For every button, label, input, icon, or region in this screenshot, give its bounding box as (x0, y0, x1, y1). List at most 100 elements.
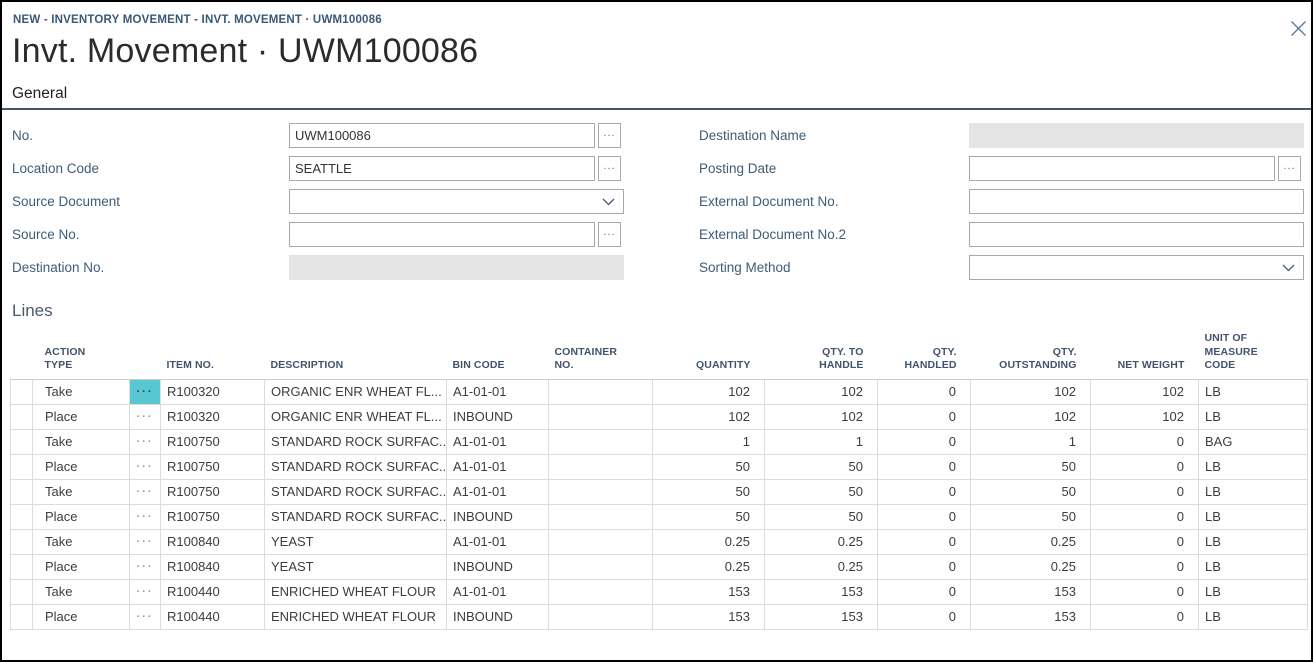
desc-cell[interactable]: YEAST (264, 528, 447, 555)
net-weight-cell[interactable]: 0 (1090, 553, 1199, 580)
desc-cell[interactable]: ENRICHED WHEAT FLOUR (264, 578, 447, 605)
row-select-cell[interactable] (10, 503, 33, 530)
posting-date-field[interactable] (969, 156, 1275, 181)
uom-cell[interactable]: LB (1198, 578, 1308, 605)
qty-to-handle-cell[interactable]: 153 (764, 578, 878, 605)
container-cell[interactable] (548, 453, 653, 480)
quantity-cell[interactable]: 0.25 (652, 528, 765, 555)
row-select-header[interactable] (10, 332, 33, 380)
item-cell[interactable]: R100440 (160, 578, 265, 605)
bin-cell[interactable]: INBOUND (446, 603, 549, 630)
assist-edit-button[interactable]: ... (598, 222, 621, 247)
qty-handled-cell[interactable]: 0 (877, 553, 971, 580)
quantity-cell[interactable]: 102 (652, 378, 765, 405)
container-cell[interactable] (548, 503, 653, 530)
qty-to-handle-cell[interactable]: 0.25 (764, 553, 878, 580)
bin-cell[interactable]: INBOUND (446, 553, 549, 580)
item-cell[interactable]: R100320 (160, 403, 265, 430)
container-cell[interactable] (548, 528, 653, 555)
qty-to-handle-cell[interactable]: 102 (764, 378, 878, 405)
qty-outstanding-cell[interactable]: 0.25 (970, 528, 1091, 555)
desc-cell[interactable]: ORGANIC ENR WHEAT FL... (264, 403, 447, 430)
assist-edit-button[interactable]: ... (1278, 156, 1301, 181)
source-document-select[interactable] (289, 189, 624, 214)
desc-cell[interactable]: STANDARD ROCK SURFAC... (264, 478, 447, 505)
row-select-cell[interactable] (10, 578, 33, 605)
qty-outstanding-cell[interactable]: 102 (970, 403, 1091, 430)
qty-handled-cell[interactable]: 0 (877, 503, 971, 530)
action-cell[interactable]: Take (32, 428, 130, 455)
row-options-button[interactable]: ··· (129, 378, 161, 405)
container-cell[interactable] (548, 478, 653, 505)
qty-to-handle-cell[interactable]: 50 (764, 478, 878, 505)
assist-edit-button[interactable]: ... (598, 123, 621, 148)
qty-handled-cell[interactable]: 0 (877, 453, 971, 480)
row-options-button[interactable]: ··· (129, 553, 161, 580)
container-cell[interactable] (548, 553, 653, 580)
item-cell[interactable]: R100320 (160, 378, 265, 405)
column-header-action[interactable]: ACTION TYPE (32, 332, 130, 380)
location-code-field[interactable] (289, 156, 595, 181)
column-header-quantity[interactable]: QUANTITY (652, 332, 765, 380)
row-options-button[interactable]: ··· (129, 478, 161, 505)
column-header-qty_outstanding[interactable]: QTY. OUTSTANDING (970, 332, 1091, 380)
uom-cell[interactable]: LB (1198, 528, 1308, 555)
container-cell[interactable] (548, 428, 653, 455)
row-options-header[interactable] (129, 332, 161, 380)
external-document-no-field[interactable] (969, 189, 1304, 214)
column-header-qty_to_handle[interactable]: QTY. TO HANDLE (764, 332, 878, 380)
row-options-button[interactable]: ··· (129, 578, 161, 605)
qty-outstanding-cell[interactable]: 1 (970, 428, 1091, 455)
container-cell[interactable] (548, 603, 653, 630)
desc-cell[interactable]: STANDARD ROCK SURFAC... (264, 503, 447, 530)
row-options-button[interactable]: ··· (129, 428, 161, 455)
container-cell[interactable] (548, 578, 653, 605)
external-document-no-2-field[interactable] (969, 222, 1304, 247)
bin-cell[interactable]: A1-01-01 (446, 428, 549, 455)
qty-handled-cell[interactable]: 0 (877, 378, 971, 405)
bin-cell[interactable]: INBOUND (446, 503, 549, 530)
bin-cell[interactable]: A1-01-01 (446, 478, 549, 505)
column-header-item[interactable]: ITEM NO. (160, 332, 265, 380)
action-cell[interactable]: Place (32, 453, 130, 480)
bin-cell[interactable]: INBOUND (446, 403, 549, 430)
row-select-cell[interactable] (10, 403, 33, 430)
row-select-cell[interactable] (10, 428, 33, 455)
qty-handled-cell[interactable]: 0 (877, 478, 971, 505)
action-cell[interactable]: Place (32, 553, 130, 580)
item-cell[interactable]: R100750 (160, 453, 265, 480)
desc-cell[interactable]: YEAST (264, 553, 447, 580)
quantity-cell[interactable]: 50 (652, 453, 765, 480)
item-cell[interactable]: R100440 (160, 603, 265, 630)
uom-cell[interactable]: LB (1198, 378, 1308, 405)
quantity-cell[interactable]: 1 (652, 428, 765, 455)
row-options-button[interactable]: ··· (129, 403, 161, 430)
quantity-cell[interactable]: 153 (652, 578, 765, 605)
item-cell[interactable]: R100840 (160, 553, 265, 580)
qty-handled-cell[interactable]: 0 (877, 578, 971, 605)
quantity-cell[interactable]: 153 (652, 603, 765, 630)
net-weight-cell[interactable]: 0 (1090, 528, 1199, 555)
quantity-cell[interactable]: 50 (652, 478, 765, 505)
no-field[interactable] (289, 123, 595, 148)
bin-cell[interactable]: A1-01-01 (446, 378, 549, 405)
column-header-net_weight[interactable]: NET WEIGHT (1090, 332, 1199, 380)
net-weight-cell[interactable]: 0 (1090, 428, 1199, 455)
action-cell[interactable]: Place (32, 603, 130, 630)
net-weight-cell[interactable]: 0 (1090, 603, 1199, 630)
uom-cell[interactable]: LB (1198, 453, 1308, 480)
sorting-method-select[interactable] (969, 255, 1304, 280)
item-cell[interactable]: R100750 (160, 503, 265, 530)
bin-cell[interactable]: A1-01-01 (446, 528, 549, 555)
column-header-container[interactable]: CONTAINER NO. (548, 332, 653, 380)
item-cell[interactable]: R100840 (160, 528, 265, 555)
row-select-cell[interactable] (10, 553, 33, 580)
bin-cell[interactable]: A1-01-01 (446, 578, 549, 605)
qty-handled-cell[interactable]: 0 (877, 603, 971, 630)
qty-outstanding-cell[interactable]: 50 (970, 453, 1091, 480)
column-header-bin[interactable]: BIN CODE (446, 332, 549, 380)
qty-outstanding-cell[interactable]: 153 (970, 603, 1091, 630)
qty-to-handle-cell[interactable]: 153 (764, 603, 878, 630)
action-cell[interactable]: Place (32, 503, 130, 530)
item-cell[interactable]: R100750 (160, 478, 265, 505)
